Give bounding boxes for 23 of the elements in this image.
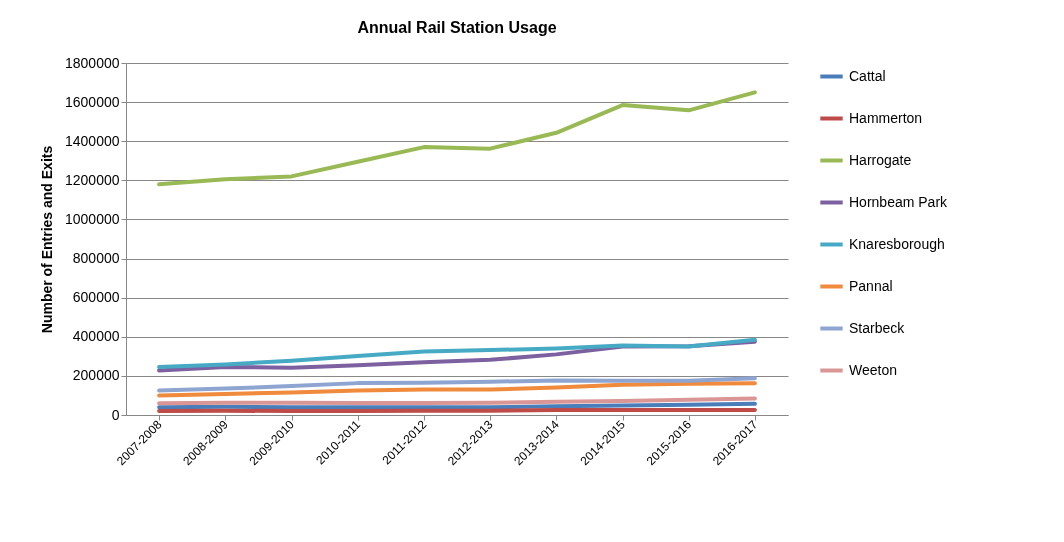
y-axis-title: Number of Entries and Exits — [39, 145, 55, 334]
chart-title: Annual Rail Station Usage — [357, 19, 557, 36]
legend-label: Starbeck — [849, 319, 906, 336]
legend-label: Weeton — [849, 361, 897, 378]
line-series — [157, 90, 757, 187]
y-tick-label: 1200000 — [64, 171, 120, 188]
line-series — [157, 381, 757, 398]
y-tick-label: 1400000 — [64, 132, 120, 149]
y-tick-label: 1000000 — [64, 210, 120, 227]
y-tick-label: 200000 — [72, 367, 120, 384]
legend-label: Hammerton — [849, 109, 923, 126]
y-tick-label: 600000 — [72, 289, 120, 306]
y-tick-label: 1600000 — [64, 93, 120, 110]
y-tick-label: 800000 — [72, 250, 120, 267]
legend-label: Knaresborough — [849, 235, 945, 252]
legend-label: Hornbeam Park — [849, 193, 949, 210]
line-series — [157, 376, 757, 393]
y-tick-label: 1800000 — [64, 54, 120, 71]
y-tick-label: 400000 — [72, 328, 120, 345]
legend-label: Harrogate — [849, 151, 912, 168]
legend-label: Cattal — [849, 67, 886, 84]
y-tick-label: 0 — [111, 406, 120, 423]
legend-label: Pannal — [849, 277, 893, 294]
